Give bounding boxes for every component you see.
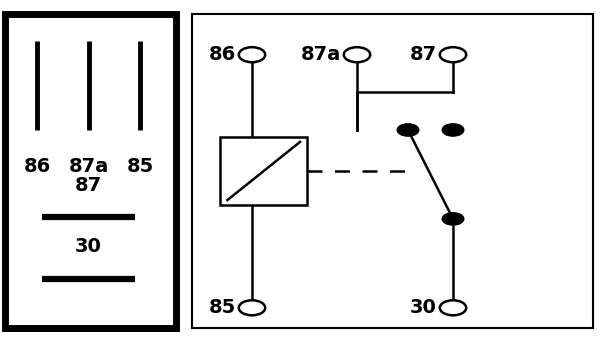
Text: 87: 87 (75, 176, 102, 195)
Text: 87: 87 (410, 45, 437, 64)
Circle shape (239, 47, 265, 62)
Circle shape (442, 124, 464, 136)
Bar (192, 14, 593, 328)
Circle shape (442, 213, 464, 225)
Bar (220, 137, 307, 205)
Text: 86: 86 (209, 45, 236, 64)
Text: 30: 30 (75, 237, 102, 256)
Bar (5, 14, 176, 328)
Circle shape (239, 300, 265, 315)
Text: 87a: 87a (301, 45, 341, 64)
Text: 86: 86 (23, 157, 51, 176)
Circle shape (440, 47, 466, 62)
Text: 87a: 87a (68, 157, 109, 176)
Text: 85: 85 (127, 157, 154, 176)
Text: 30: 30 (410, 298, 437, 317)
Circle shape (397, 124, 419, 136)
Circle shape (344, 47, 370, 62)
Circle shape (440, 300, 466, 315)
Text: 85: 85 (209, 298, 236, 317)
